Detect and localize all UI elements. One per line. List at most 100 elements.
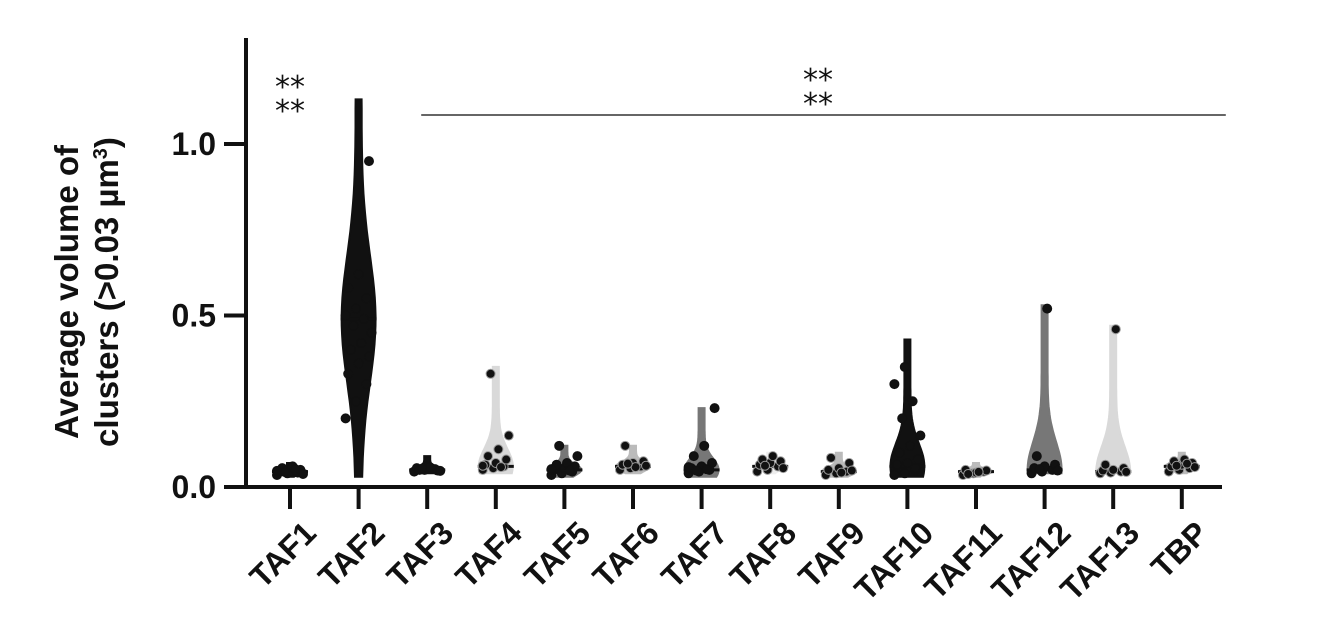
violin-taf4 bbox=[477, 365, 514, 475]
data-point bbox=[340, 413, 351, 424]
x-tick-label: TAF13 bbox=[1053, 514, 1146, 607]
data-point bbox=[894, 447, 905, 458]
data-point bbox=[477, 460, 488, 471]
data-point bbox=[973, 466, 984, 477]
data-point bbox=[564, 465, 575, 476]
significance-stars: ** bbox=[275, 94, 305, 129]
data-point bbox=[1052, 465, 1063, 476]
data-point bbox=[353, 269, 364, 280]
y-tick-label: 0.0 bbox=[172, 469, 216, 505]
data-point bbox=[1121, 466, 1132, 477]
data-point bbox=[343, 368, 354, 379]
data-point bbox=[496, 462, 506, 473]
significance-stars: ** bbox=[803, 87, 833, 122]
data-point bbox=[343, 283, 354, 294]
data-point bbox=[290, 464, 301, 475]
significance-stars: ** bbox=[803, 63, 833, 98]
data-point bbox=[483, 451, 493, 462]
y-axis-title: Average volume of clusters (>0.03 µm3) bbox=[48, 137, 125, 447]
x-tick-label: TAF7 bbox=[654, 514, 734, 594]
x-tick-label: TBP bbox=[1144, 514, 1215, 585]
y-axis-title-line1: Average volume of bbox=[48, 144, 85, 439]
data-point bbox=[760, 460, 770, 471]
data-point bbox=[340, 310, 351, 321]
data-point bbox=[889, 469, 900, 480]
significance-stars: ** bbox=[275, 70, 305, 105]
data-point bbox=[503, 430, 514, 441]
data-point bbox=[298, 468, 308, 479]
data-point bbox=[701, 464, 712, 475]
data-point bbox=[826, 452, 836, 463]
y-tick-label: 0.5 bbox=[172, 298, 216, 334]
violin-taf10 bbox=[889, 338, 926, 478]
y-tick-label: 1.0 bbox=[172, 126, 216, 162]
data-point bbox=[572, 451, 583, 462]
x-tick-label: TAF10 bbox=[847, 514, 940, 607]
x-tick-label: TAF4 bbox=[448, 514, 528, 594]
data-point bbox=[554, 440, 565, 451]
data-point bbox=[345, 344, 356, 355]
data-point bbox=[778, 463, 789, 474]
data-point bbox=[353, 358, 364, 369]
data-point bbox=[435, 465, 446, 476]
y-axis-title-line2: clusters (>0.03 µm3) bbox=[88, 137, 125, 447]
x-tick-label: TAF5 bbox=[517, 514, 597, 594]
violin-taf12 bbox=[1026, 304, 1063, 475]
data-point bbox=[709, 403, 720, 414]
data-point bbox=[1108, 464, 1119, 475]
data-point bbox=[361, 293, 372, 304]
data-point bbox=[892, 459, 902, 470]
x-tick-label: TAF3 bbox=[380, 514, 460, 594]
data-point bbox=[915, 430, 926, 441]
y-axis-title-line2-main: clusters (>0.03 µm bbox=[88, 159, 125, 447]
data-point bbox=[348, 320, 359, 331]
data-point bbox=[351, 303, 361, 314]
data-point bbox=[485, 368, 496, 379]
data-point bbox=[688, 451, 699, 462]
data-point bbox=[905, 440, 915, 451]
data-point bbox=[622, 458, 633, 469]
data-point bbox=[620, 440, 631, 451]
data-point bbox=[361, 379, 372, 390]
data-point bbox=[364, 156, 374, 167]
data-point bbox=[351, 396, 361, 407]
data-point bbox=[1034, 464, 1045, 475]
data-point bbox=[272, 465, 282, 476]
data-point bbox=[907, 396, 918, 407]
data-point bbox=[641, 460, 651, 471]
data-point bbox=[1110, 324, 1121, 335]
data-point bbox=[1100, 459, 1111, 470]
data-point bbox=[417, 463, 427, 474]
data-point bbox=[501, 454, 512, 465]
data-point bbox=[823, 464, 834, 475]
data-point bbox=[1042, 303, 1053, 314]
data-point bbox=[897, 413, 908, 424]
data-point bbox=[1031, 451, 1042, 462]
x-tick-label: TAF8 bbox=[723, 514, 803, 594]
y-axis-title-superscript: 3 bbox=[90, 148, 112, 159]
data-point bbox=[846, 465, 857, 476]
data-point bbox=[912, 454, 923, 465]
violin-taf13 bbox=[1095, 324, 1132, 475]
x-tick-label: TAF6 bbox=[586, 514, 666, 594]
data-point bbox=[836, 467, 847, 478]
data-point bbox=[902, 457, 913, 468]
data-point bbox=[1171, 460, 1182, 471]
data-point bbox=[683, 462, 694, 473]
x-tick-label: TAF1 bbox=[243, 514, 323, 594]
data-point bbox=[899, 468, 910, 479]
data-point bbox=[889, 379, 900, 390]
data-point bbox=[364, 351, 374, 362]
y-axis-title-close: ) bbox=[88, 137, 125, 148]
x-tick-label: TAF2 bbox=[311, 514, 391, 594]
data-point bbox=[963, 468, 974, 479]
data-point bbox=[493, 444, 504, 455]
plot-area: 0.00.51.0TAF1TAF2TAF3TAF4TAF5TAF6TAF7TAF… bbox=[172, 38, 1226, 607]
data-point bbox=[546, 464, 557, 475]
data-point bbox=[358, 313, 369, 324]
data-point bbox=[366, 327, 377, 338]
data-point bbox=[767, 451, 778, 462]
data-point bbox=[356, 337, 367, 348]
data-point bbox=[1182, 458, 1192, 469]
